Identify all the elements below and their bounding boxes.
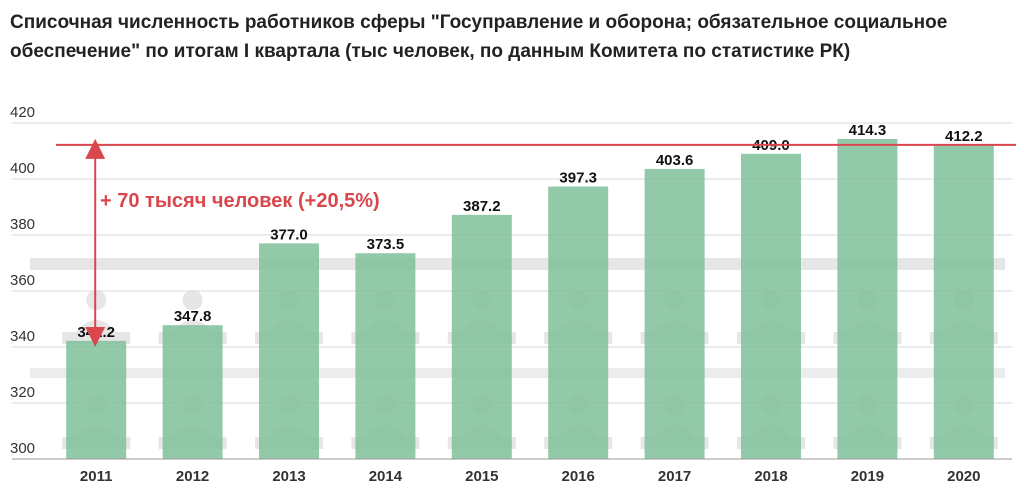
x-tick-label: 2013 — [272, 468, 305, 485]
data-label: 397.3 — [559, 170, 597, 187]
y-tick-label: 400 — [10, 160, 35, 177]
y-tick-label: 380 — [10, 216, 35, 233]
x-tick-label: 2017 — [658, 468, 691, 485]
x-axis: 2011 2012 2013 2014 2015 2016 2017 2018 2019 2020 — [12, 458, 1012, 485]
growth-annotation: + 70 тысяч человек (+20,5%) — [56, 138, 1016, 347]
data-label: 373.5 — [367, 236, 405, 253]
x-tick-label: 2016 — [562, 468, 595, 485]
x-tick-label: 2018 — [754, 468, 787, 485]
bar — [837, 138, 898, 459]
annotation-text: + 70 тысяч человек (+20,5%) — [100, 190, 380, 212]
data-label: 387.2 — [463, 198, 501, 215]
y-axis: 300 320 340 360 380 400 420 — [10, 104, 35, 457]
bar — [259, 243, 319, 459]
data-label: 377.0 — [270, 226, 308, 243]
x-tick-label: 2011 — [80, 468, 113, 485]
data-label: 403.6 — [656, 152, 694, 169]
data-label: 414.3 — [849, 122, 887, 139]
bar — [451, 214, 512, 459]
y-tick-label: 420 — [10, 104, 35, 121]
y-tick-label: 320 — [10, 384, 35, 401]
bar — [548, 186, 609, 459]
x-tick-label: 2012 — [176, 468, 209, 485]
bar — [644, 168, 705, 460]
y-tick-label: 340 — [10, 328, 35, 345]
person-head-icon — [182, 290, 203, 310]
y-tick-label: 300 — [10, 440, 35, 457]
data-label: 412.2 — [945, 128, 983, 145]
bar — [741, 153, 801, 460]
x-tick-label: 2019 — [851, 468, 884, 485]
x-tick-label: 2014 — [369, 468, 403, 485]
bars — [66, 138, 994, 460]
bar — [355, 253, 416, 459]
x-tick-label: 2015 — [465, 468, 498, 485]
data-label: 347.8 — [174, 308, 212, 325]
bar — [933, 144, 994, 459]
x-tick-label: 2020 — [947, 468, 980, 485]
y-tick-label: 360 — [10, 272, 35, 289]
data-labels: 342.2347.8377.0373.5387.2397.3403.6409.0… — [77, 122, 982, 341]
chart-title: Списочная численность работников сферы "… — [10, 12, 948, 62]
bar — [66, 340, 127, 459]
bar — [162, 325, 223, 459]
bg-shelf-middle — [30, 368, 1005, 378]
